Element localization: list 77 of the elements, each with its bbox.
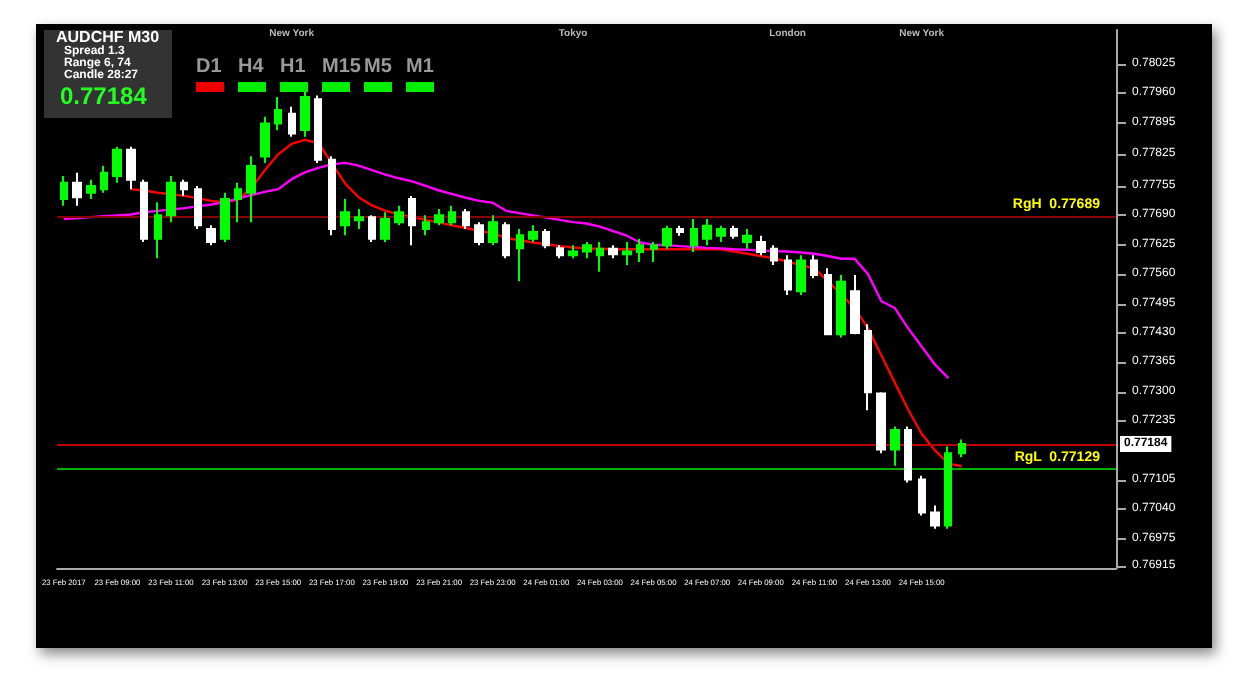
candlestick — [488, 214, 498, 247]
candlestick — [850, 274, 860, 336]
candlestick — [636, 237, 644, 263]
candlestick — [434, 208, 444, 227]
candlestick — [864, 323, 872, 412]
candlestick — [676, 224, 684, 237]
candlestick — [650, 241, 658, 263]
candlestick — [890, 425, 900, 467]
candlestick — [582, 241, 592, 260]
candlestick — [234, 181, 242, 224]
annotation: AUDCHF M30 — [56, 28, 160, 46]
candlestick — [756, 234, 766, 257]
candlestick — [516, 227, 524, 283]
candlestick — [328, 155, 336, 237]
candlestick — [394, 204, 404, 227]
line-series — [129, 138, 964, 468]
candlestick — [166, 175, 176, 224]
candlestick — [140, 178, 148, 244]
candlestick — [622, 241, 632, 267]
candlestick — [340, 198, 350, 237]
candlestick — [126, 145, 136, 191]
candlestick — [784, 254, 792, 296]
candlestick — [380, 211, 390, 244]
candlestick — [810, 254, 818, 280]
candlestick — [918, 474, 926, 517]
candlestick — [568, 244, 578, 260]
candlestick — [662, 224, 672, 250]
candlestick — [260, 115, 270, 164]
candlestick — [904, 425, 912, 484]
candlestick — [596, 241, 604, 273]
candlestick — [72, 171, 82, 207]
candlestick — [154, 201, 162, 260]
candlestick — [474, 221, 484, 247]
candlestick — [206, 224, 216, 247]
candlestick — [180, 178, 188, 197]
candlestick — [556, 244, 564, 260]
candlestick — [448, 204, 456, 227]
candlestick — [220, 191, 230, 244]
candlestick — [770, 244, 778, 267]
line-series — [62, 161, 950, 380]
candlestick — [876, 391, 886, 455]
annotation: D1 — [196, 56, 222, 78]
candlestick — [194, 184, 202, 230]
candlestick — [462, 208, 470, 230]
candlestick — [542, 227, 550, 250]
candlestick — [314, 94, 322, 164]
candlestick — [354, 208, 364, 230]
candlestick — [86, 178, 96, 201]
annotation: M15 — [322, 56, 361, 78]
candlestick — [958, 438, 966, 459]
candlestick — [288, 105, 296, 138]
annotation: 0.77184 — [60, 82, 147, 110]
candlestick — [274, 95, 282, 131]
candlestick — [944, 445, 952, 530]
candlestick — [796, 254, 806, 296]
candlestick — [836, 274, 846, 339]
candlestick — [408, 194, 416, 247]
candlestick — [730, 224, 738, 240]
candlestick — [246, 155, 256, 224]
annotation: H1 — [280, 56, 306, 78]
candlestick — [930, 504, 940, 530]
candlestick — [528, 224, 538, 244]
candlestick — [422, 214, 430, 237]
candlestick — [608, 244, 618, 260]
candlestick — [502, 221, 510, 260]
candlestick — [100, 165, 108, 194]
candlestick — [60, 175, 68, 207]
candlestick — [824, 267, 832, 336]
annotation: H4 — [238, 56, 264, 78]
candlestick — [368, 214, 376, 244]
candlestick — [742, 227, 752, 250]
candlestick — [690, 217, 698, 253]
candlestick — [112, 145, 122, 184]
candlestick — [716, 224, 726, 244]
annotation: M5 — [364, 56, 392, 78]
annotation: M1 — [406, 56, 434, 78]
candlestick — [702, 217, 712, 247]
